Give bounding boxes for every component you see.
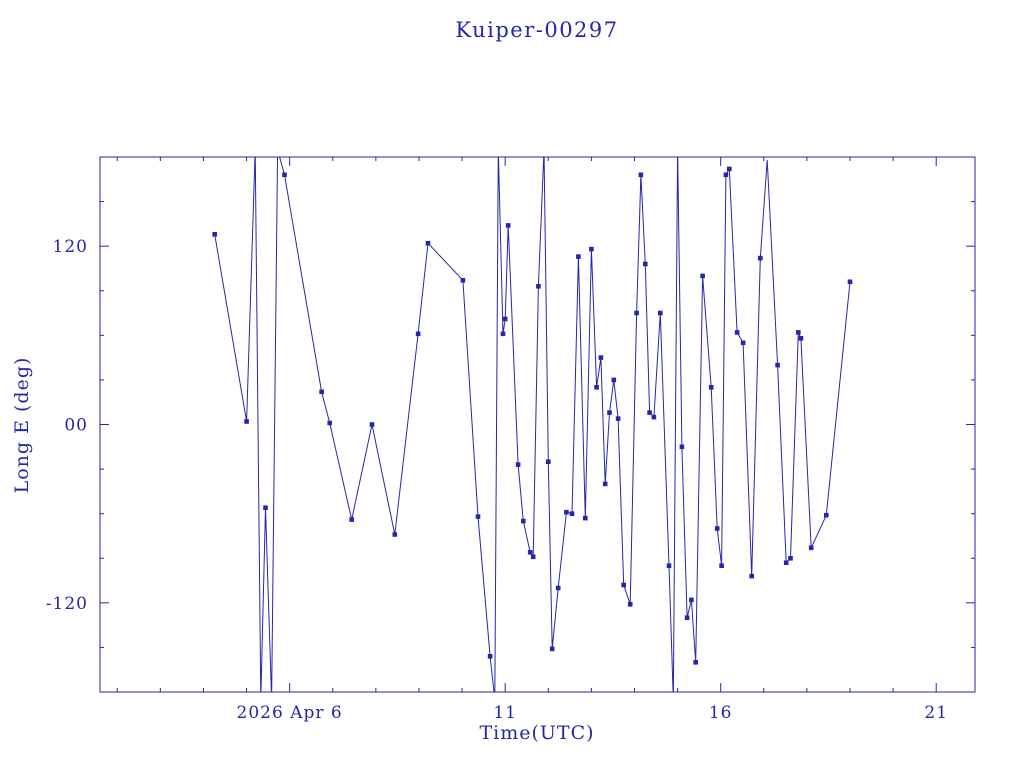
- data-point-marker: [583, 515, 588, 521]
- data-point-marker: [212, 232, 217, 237]
- data-point-marker: [555, 585, 561, 591]
- data-point-marker: [475, 514, 481, 519]
- data-point-marker: [589, 246, 594, 252]
- data-point-marker: [714, 526, 720, 531]
- data-point-marker: [369, 422, 375, 427]
- x-axis-label: Time(UTC): [479, 722, 595, 744]
- data-point-marker: [796, 330, 801, 335]
- x-tick-label: 2026 Apr 6: [237, 703, 343, 723]
- x-tick-label: 16: [709, 703, 733, 723]
- data-point-marker: [530, 554, 536, 560]
- data-point-marker: [734, 330, 740, 335]
- data-point-marker: [627, 602, 633, 607]
- y-tick-label: 00: [64, 416, 88, 436]
- data-point-marker: [798, 336, 804, 341]
- data-point-marker: [651, 414, 657, 420]
- data-point-marker: [700, 273, 705, 279]
- y-tick-label: 120: [53, 237, 88, 257]
- data-point-marker: [749, 573, 754, 579]
- y-tick-label: -120: [46, 594, 88, 614]
- data-point-marker: [425, 240, 431, 246]
- data-point-marker: [615, 416, 621, 421]
- data-point-marker: [546, 459, 551, 464]
- data-point-marker: [808, 545, 814, 551]
- data-point-marker: [607, 410, 612, 415]
- data-point-marker: [564, 509, 569, 515]
- data-point-marker: [527, 550, 533, 555]
- data-point-marker: [244, 419, 249, 424]
- data-point-marker: [282, 172, 287, 178]
- data-point-marker: [638, 172, 644, 178]
- data-point-marker: [521, 518, 526, 524]
- data-point-marker: [327, 420, 332, 426]
- data-point-marker: [693, 660, 698, 665]
- data-point-marker: [487, 654, 493, 659]
- data-point-marker: [727, 166, 732, 172]
- data-point-marker: [392, 532, 398, 537]
- data-point-marker: [719, 563, 724, 568]
- data-point-marker: [666, 563, 672, 568]
- data-point-marker: [602, 481, 608, 487]
- data-point-marker: [621, 582, 626, 588]
- data-point-marker: [549, 646, 555, 652]
- data-point-marker: [500, 331, 506, 337]
- plot-frame: [99, 156, 976, 693]
- data-point-marker: [576, 254, 581, 259]
- data-point-marker: [634, 310, 639, 316]
- data-point-marker: [658, 310, 663, 316]
- series-line: [214, 157, 851, 692]
- y-axis-label: Long E (deg): [11, 356, 33, 494]
- data-point-marker: [415, 331, 421, 337]
- data-point-marker: [740, 340, 746, 346]
- data-point-marker: [349, 517, 354, 522]
- chart-title: Kuiper-00297: [455, 18, 619, 42]
- data-point-marker: [643, 261, 648, 267]
- data-point-marker: [788, 556, 793, 561]
- data-point-marker: [569, 511, 575, 516]
- data-point-marker: [647, 410, 652, 415]
- x-tick-label: 21: [924, 703, 948, 723]
- data-point-marker: [263, 505, 268, 510]
- data-point-marker: [502, 316, 508, 322]
- data-point-marker: [783, 560, 789, 565]
- data-point-marker: [758, 255, 763, 261]
- data-point-marker: [319, 389, 324, 395]
- data-point-marker: [824, 512, 829, 518]
- data-point-marker: [594, 385, 599, 390]
- data-point-marker: [847, 279, 853, 285]
- data-point-marker: [689, 597, 694, 603]
- data-point-marker: [611, 377, 617, 383]
- x-tick-label: 11: [493, 703, 517, 723]
- data-point-marker: [684, 615, 690, 620]
- series-long-e-deg-: [212, 157, 853, 692]
- data-point-marker: [708, 385, 714, 390]
- data-point-marker: [505, 223, 511, 228]
- data-point-marker: [679, 444, 685, 450]
- data-point-marker: [775, 362, 780, 368]
- data-point-marker: [515, 462, 521, 467]
- data-point-marker: [460, 278, 466, 283]
- data-point-marker: [598, 355, 604, 360]
- data-point-marker: [723, 172, 729, 178]
- data-point-marker: [536, 284, 541, 289]
